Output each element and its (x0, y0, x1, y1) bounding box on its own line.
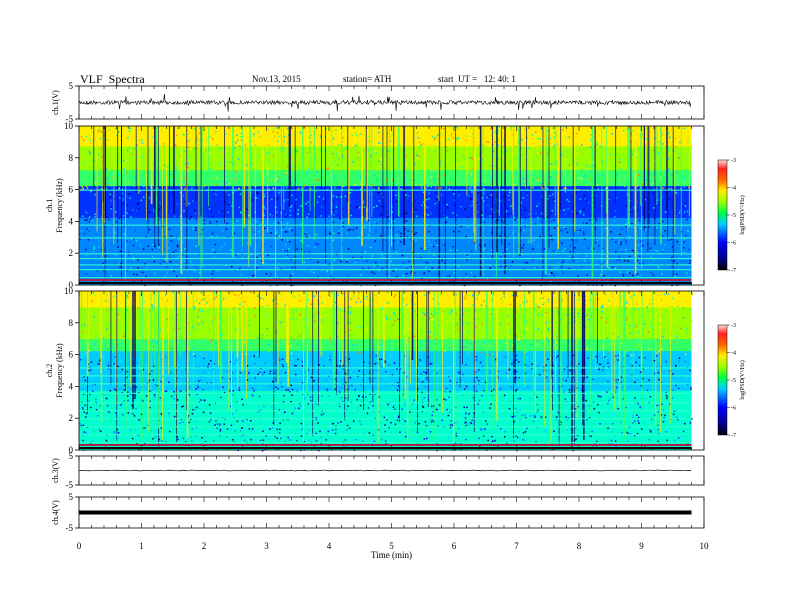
x-tick-label-4: 4 (327, 541, 332, 551)
start-time-label: start UT = 12: 40: 1 (438, 74, 516, 84)
plot-layer (78, 93, 693, 515)
colorbar-2 (717, 324, 728, 436)
x-tick-label-5: 5 (389, 541, 394, 551)
station-label: station= ATH (343, 74, 392, 84)
y-tick-label-1-1: 2 (69, 248, 74, 258)
y-tick-label-1-5: 10 (64, 121, 74, 131)
chart-title: VLF Spectra (80, 72, 145, 86)
colorbar-tick-label-1-0: -3 (731, 158, 736, 164)
y-axis-label-line: ch.1 (45, 199, 54, 213)
colorbar-label-text: log(PSD(V²/Hz) (739, 195, 746, 234)
x-tick-label-3: 3 (264, 541, 269, 551)
colorbar-label-text: log(PSD(V²/Hz) (739, 360, 746, 399)
y-tick-label-0-1: -5 (66, 114, 74, 124)
x-tick-label-9: 9 (639, 541, 644, 551)
y-tick-label-1-0: 0 (69, 280, 74, 290)
colorbar-1 (717, 159, 728, 271)
y-tick-label-3-1: -5 (66, 480, 74, 490)
y-axis-label-line: ch.2 (45, 364, 54, 378)
date-label: Nov.13, 2015 (252, 74, 301, 84)
ch3-waveform (78, 469, 692, 472)
colorbar-tick-label-2-3: -6 (731, 406, 736, 412)
ch1-waveform (78, 93, 692, 112)
y-axis-label-line: ch.1(V) (51, 90, 60, 115)
spectrogram-2 (79, 291, 693, 452)
y-axis-label-3: ch.3(V) (51, 458, 60, 483)
y-axis-label-line: Frequency (kHz) (55, 343, 64, 398)
y-tick-label-1-2: 4 (69, 216, 74, 226)
colorbar-tick-label-1-1: -4 (731, 186, 736, 192)
y-tick-label-4-0: 5 (69, 492, 74, 502)
y-tick-label-2-2: 4 (69, 381, 74, 391)
x-tick-label-6: 6 (452, 541, 457, 551)
y-axis-label-2: ch.2 Frequency (kHz) (45, 343, 64, 398)
y-tick-label-3-0: 5 (69, 451, 74, 461)
colorbar-tick-label-2-0: -3 (731, 323, 736, 329)
x-tick-label-1: 1 (139, 541, 144, 551)
x-axis-label: Time (min) (371, 550, 412, 560)
colorbar-label-1: log(PSD(V²/Hz) (739, 195, 746, 234)
x-tick-label-2: 2 (202, 541, 207, 551)
y-tick-label-1-3: 6 (69, 185, 74, 195)
colorbar-tick-label-2-2: -5 (731, 378, 736, 384)
x-tick-label-7: 7 (514, 541, 519, 551)
colorbar-tick-label-1-4: -7 (731, 268, 736, 274)
y-axis-label-4: ch.4(V) (51, 500, 60, 525)
y-axis-label-line: ch.3(V) (51, 458, 60, 483)
y-tick-label-0-0: 5 (69, 81, 74, 91)
y-tick-label-2-5: 10 (64, 286, 74, 296)
y-axis-label-line: ch.4(V) (51, 500, 60, 525)
x-tick-label-10: 10 (700, 541, 710, 551)
y-tick-label-2-3: 6 (69, 350, 74, 360)
spectrogram-1 (79, 126, 693, 287)
colorbar-label-2: log(PSD(V²/Hz) (739, 360, 746, 399)
y-tick-label-2-4: 8 (69, 318, 74, 328)
x-tick-label-0: 0 (77, 541, 82, 551)
y-tick-label-2-0: 0 (69, 445, 74, 455)
x-tick-label-8: 8 (577, 541, 582, 551)
colorbar-tick-label-1-3: -6 (731, 241, 736, 247)
colorbar-tick-label-2-4: -7 (731, 433, 736, 439)
y-tick-label-1-4: 8 (69, 153, 74, 163)
y-tick-label-2-1: 2 (69, 413, 74, 423)
y-axis-label-line: Frequency (kHz) (55, 178, 64, 233)
colorbar-tick-label-1-2: -5 (731, 213, 736, 219)
colorbar-tick-label-2-1: -4 (731, 351, 736, 357)
y-axis-label-0: ch.1(V) (51, 90, 60, 115)
y-axis-label-1: ch.1 Frequency (kHz) (45, 178, 64, 233)
y-tick-label-4-1: -5 (66, 523, 74, 533)
